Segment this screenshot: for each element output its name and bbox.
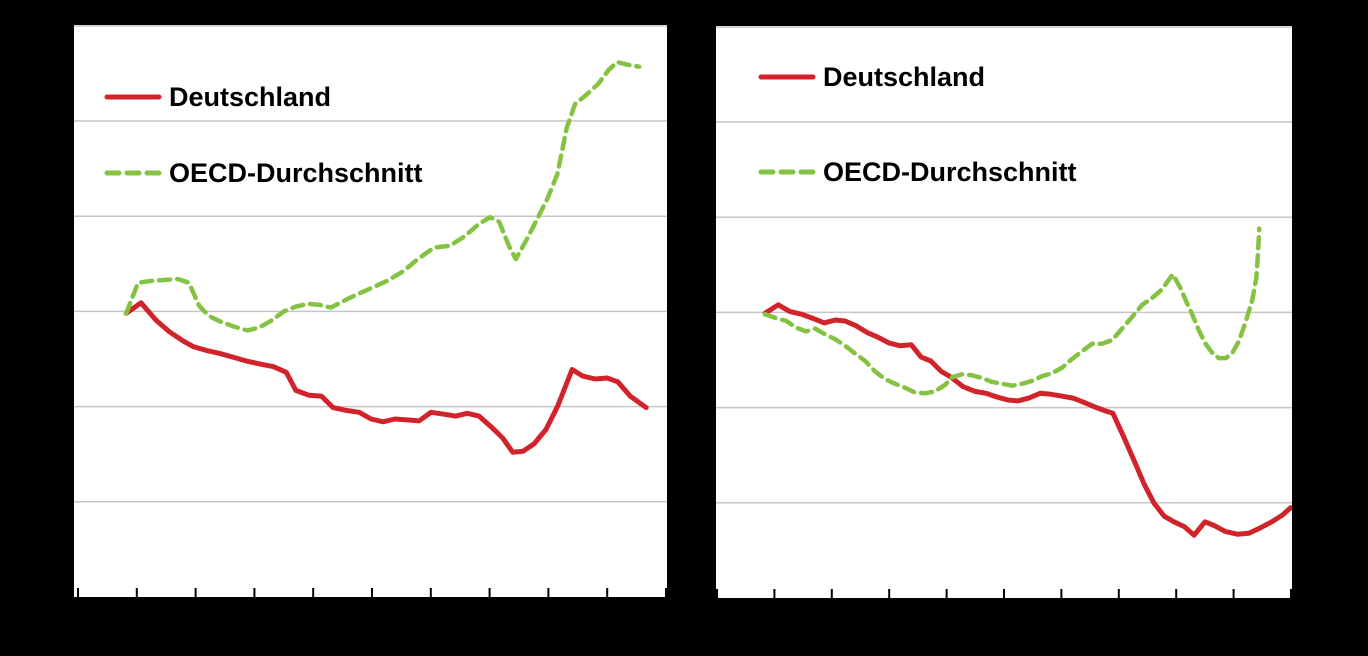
right-legend-item-oecd: OECD-Durchschnitt [758, 157, 1077, 187]
deutschland-line-swatch-icon [104, 94, 162, 100]
legend-label-deutschland: Deutschland [823, 61, 986, 92]
right-chart-canvas [716, 26, 1292, 598]
oecd-dashed-line-swatch-icon [104, 170, 162, 176]
left-chart-plot: Deutschland OECD-Durchschnitt [71, 25, 667, 600]
left-legend-item-oecd: OECD-Durchschnitt [104, 158, 423, 188]
legend-label-deutschland: Deutschland [169, 81, 332, 112]
right-chart-plot: Deutschland OECD-Durchschnitt [713, 26, 1292, 601]
deutschland-line-swatch-icon [758, 74, 816, 80]
right-legend-item-deutschland: Deutschland [758, 62, 985, 92]
legend-label-oecd: OECD-Durchschnitt [169, 157, 423, 188]
oecd-dashed-line-swatch-icon [758, 169, 816, 175]
left-chart-canvas [74, 25, 667, 597]
legend-label-oecd: OECD-Durchschnitt [823, 156, 1077, 187]
left-legend-item-deutschland: Deutschland [104, 82, 331, 112]
